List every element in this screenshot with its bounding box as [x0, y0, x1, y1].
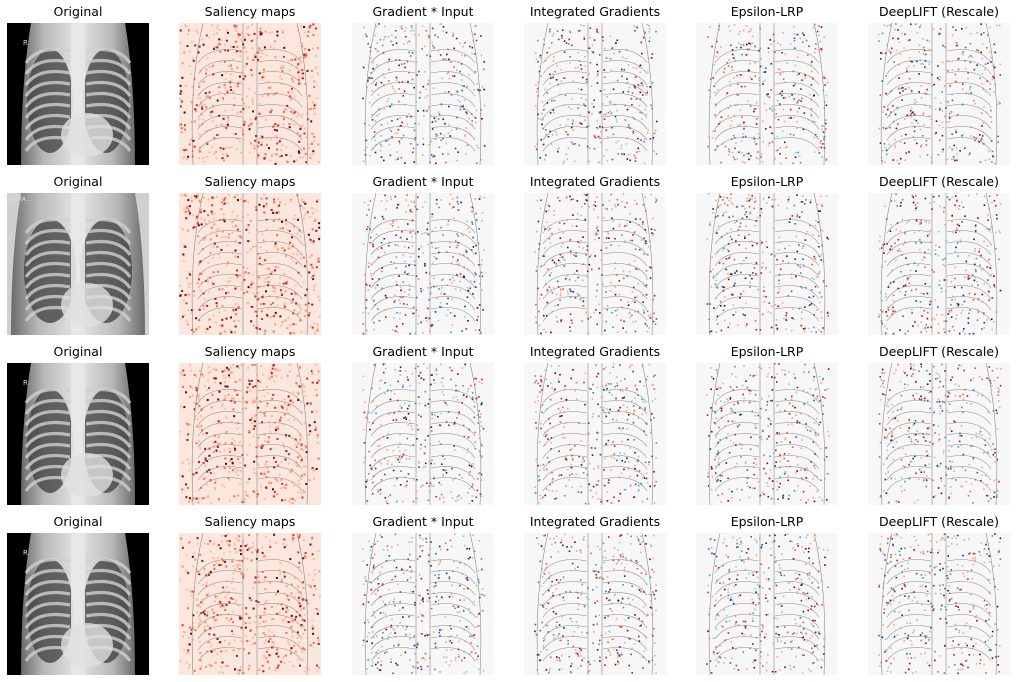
attribution-map — [352, 193, 494, 335]
attribution-map — [179, 363, 321, 505]
panel-title: Original — [53, 344, 103, 359]
panel-title: Original — [53, 514, 103, 529]
attribution-map — [868, 363, 1010, 505]
panel-title: Epsilon-LRP — [730, 514, 804, 529]
xray-marker-text: R — [23, 379, 28, 387]
panel-title: Integrated Gradients — [529, 514, 661, 529]
attribution-map — [524, 23, 666, 165]
panel-title: DeepLIFT (Rescale) — [879, 344, 999, 359]
panel-title: DeepLIFT (Rescale) — [879, 4, 999, 19]
panel-title: Original — [53, 4, 103, 19]
attribution-map — [868, 23, 1010, 165]
attribution-map — [524, 533, 666, 675]
attribution-map — [352, 533, 494, 675]
panel-title: Gradient * Input — [372, 4, 474, 19]
xray-image: R — [7, 23, 149, 165]
attribution-map — [179, 193, 321, 335]
panel-title: Saliency maps — [204, 174, 296, 189]
panel-title: Epsilon-LRP — [730, 344, 804, 359]
attribution-map — [179, 23, 321, 165]
attribution-map — [696, 23, 838, 165]
attribution-map — [696, 363, 838, 505]
attribution-map — [179, 533, 321, 675]
panel-title: Gradient * Input — [372, 344, 474, 359]
panel-title: Saliency maps — [204, 344, 296, 359]
panel-title: DeepLIFT (Rescale) — [879, 174, 999, 189]
xray-image: DCRA... — [7, 193, 149, 335]
xray-image: R — [7, 533, 149, 675]
attribution-map — [524, 363, 666, 505]
attribution-map — [868, 533, 1010, 675]
xray-marker-text: R — [23, 39, 28, 47]
attribution-map — [696, 193, 838, 335]
panel-title: DeepLIFT (Rescale) — [879, 514, 999, 529]
xray-marker-text: R — [23, 549, 28, 557]
panel-title: Gradient * Input — [372, 514, 474, 529]
panel-title: Saliency maps — [204, 514, 296, 529]
panel-title: Epsilon-LRP — [730, 4, 804, 19]
attribution-map — [868, 193, 1010, 335]
panel-title: Saliency maps — [204, 4, 296, 19]
attribution-map — [352, 363, 494, 505]
panel-title: Integrated Gradients — [529, 4, 661, 19]
panel-title: Integrated Gradients — [529, 344, 661, 359]
panel-title: Original — [53, 174, 103, 189]
xray-marker-text: DCRA... — [9, 196, 32, 203]
panel-title: Epsilon-LRP — [730, 174, 804, 189]
attribution-map — [696, 533, 838, 675]
attribution-map — [524, 193, 666, 335]
panel-title: Integrated Gradients — [529, 174, 661, 189]
panel-title: Gradient * Input — [372, 174, 474, 189]
xray-image: R — [7, 363, 149, 505]
attribution-map — [352, 23, 494, 165]
